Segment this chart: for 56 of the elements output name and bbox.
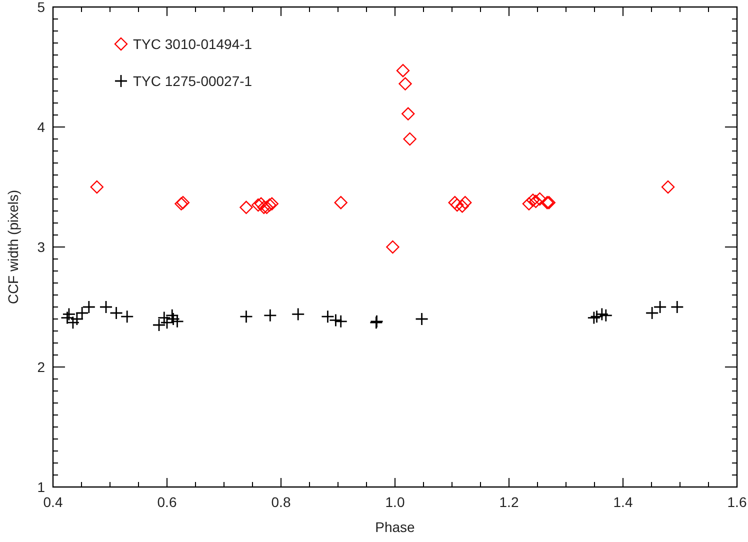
- point: [661, 180, 675, 194]
- y-tick-label: 2: [37, 359, 46, 375]
- point: [260, 200, 274, 214]
- point: [587, 311, 601, 324]
- y-tick-label: 1: [37, 479, 46, 495]
- y-tick-label: 4: [37, 119, 46, 135]
- x-tick-label: 0.4: [43, 494, 63, 510]
- point: [152, 318, 166, 332]
- point: [82, 300, 96, 314]
- y-axis-title: CCF width (pixels): [5, 190, 21, 304]
- point: [415, 312, 428, 326]
- point: [291, 308, 305, 321]
- legend-label: TYC 1275-00027-1: [133, 73, 252, 89]
- point: [99, 300, 113, 314]
- point: [526, 194, 540, 207]
- point: [456, 200, 469, 213]
- x-axis-title: Phase: [375, 519, 416, 535]
- point: [396, 64, 410, 78]
- x-tick-label: 1.6: [727, 494, 747, 510]
- point: [334, 196, 348, 210]
- y-tick-label: 3: [37, 239, 46, 255]
- point: [110, 306, 123, 320]
- point: [670, 300, 684, 314]
- point: [263, 308, 277, 322]
- point: [450, 198, 464, 212]
- y-tick-label: 5: [37, 0, 46, 15]
- point: [75, 306, 89, 320]
- x-tick-label: 1.0: [385, 494, 405, 510]
- point: [599, 308, 613, 322]
- point: [645, 306, 659, 320]
- x-tick-label: 0.6: [157, 494, 177, 510]
- point: [522, 197, 536, 210]
- point: [252, 198, 265, 212]
- x-tick-label: 0.8: [271, 494, 291, 510]
- point: [653, 300, 667, 314]
- point: [403, 132, 416, 146]
- point: [254, 197, 268, 210]
- point: [533, 192, 546, 206]
- point: [90, 180, 104, 194]
- point: [120, 310, 134, 324]
- point: [402, 107, 415, 120]
- x-tick-label: 1.2: [499, 494, 519, 510]
- point: [257, 200, 270, 214]
- x-tick-label: 1.4: [613, 494, 633, 510]
- legend-label: TYC 3010-01494-1: [133, 36, 252, 52]
- point: [240, 200, 253, 214]
- point: [166, 312, 180, 326]
- point: [398, 77, 412, 90]
- point: [386, 240, 400, 254]
- point: [458, 196, 472, 210]
- point: [448, 196, 462, 210]
- point: [334, 314, 348, 328]
- point: [590, 310, 604, 324]
- point: [529, 194, 542, 208]
- point: [240, 310, 253, 324]
- point: [595, 308, 609, 321]
